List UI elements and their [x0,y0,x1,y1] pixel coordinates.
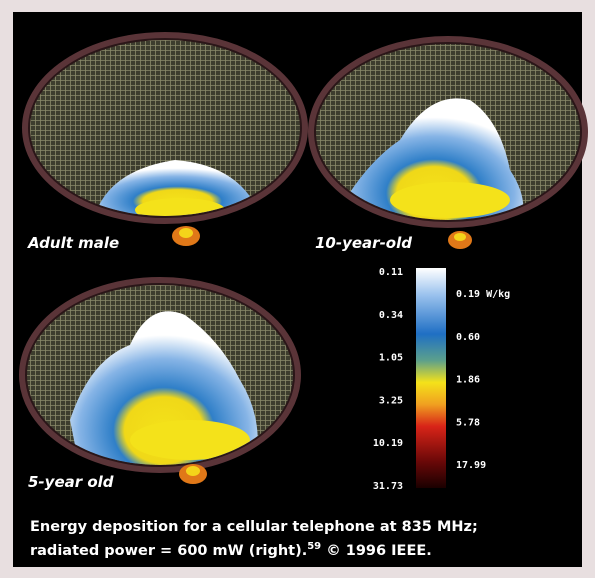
colorbar-label: 0.60 [456,332,480,343]
colorbar-label: 17.99 [456,460,486,471]
figure-canvas: Adult male 10-year-old 5-year old 0.11 0.… [0,0,595,578]
colorbar-label: 0.11 [379,267,403,278]
panel-label: Adult male [27,234,119,252]
colorbar-label: 5.78 [456,417,480,428]
caption-text: radiated power = 600 mW (right). [30,543,307,559]
colorbar-label: 3.25 [379,395,403,406]
panel-label: 5-year old [28,473,114,491]
colorbar-label: 0.19 W/kg [456,289,510,300]
panel-label: 10-year-old [315,234,412,252]
figure: Adult male 10-year-old 5-year old 0.11 0.… [0,0,595,578]
colorbar [416,268,446,488]
colorbar-label: 0.34 [379,310,403,321]
colorbar-label: 10.19 [373,438,403,449]
caption-text: © 1996 IEEE. [321,543,432,559]
colorbar-label: 1.86 [456,375,480,386]
caption-line: Energy deposition for a cellular telepho… [30,519,478,535]
colorbar-label: 31.73 [373,481,403,492]
caption-superscript: 59 [307,541,321,552]
colorbar-label: 1.05 [379,353,403,364]
caption-line: radiated power = 600 mW (right).59 © 199… [30,541,432,559]
